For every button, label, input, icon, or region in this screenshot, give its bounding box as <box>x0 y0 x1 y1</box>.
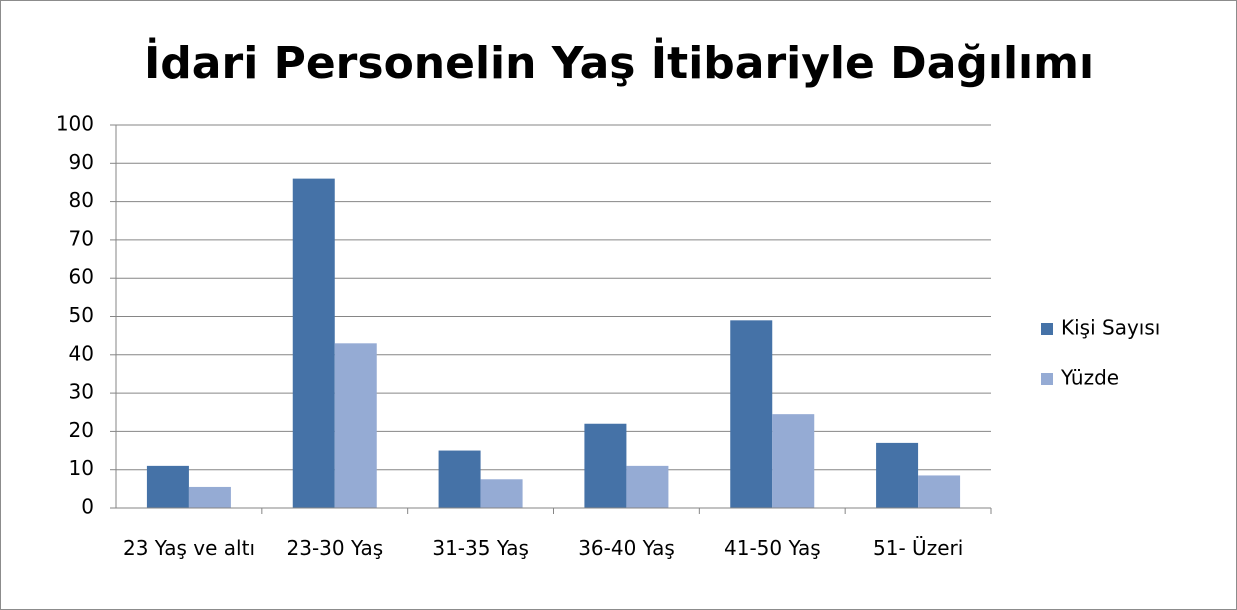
x-tick-label: 23 Yaş ve altı <box>122 536 255 560</box>
bar <box>438 450 481 508</box>
x-tick-label: 41-50 Yaş <box>724 536 821 560</box>
y-tick-label: 30 <box>69 380 94 404</box>
bar <box>292 178 335 508</box>
bar <box>876 442 919 508</box>
legend-swatch <box>1041 373 1053 385</box>
bar <box>334 343 377 508</box>
chart-title: İdari Personelin Yaş İtibariyle Dağılımı <box>144 36 1094 89</box>
x-tick-label: 51- Üzeri <box>873 536 964 560</box>
y-tick-label: 80 <box>69 188 94 212</box>
y-tick-label: 20 <box>69 418 94 442</box>
bar <box>146 465 189 508</box>
x-tick-label: 31-35 Yaş <box>432 536 529 560</box>
y-tick-label: 70 <box>69 226 94 250</box>
y-tick-label: 50 <box>69 303 94 327</box>
bar <box>730 320 773 508</box>
x-tick-label: 36-40 Yaş <box>578 536 675 560</box>
y-tick-label: 100 <box>56 112 94 136</box>
y-tick-label: 40 <box>69 341 94 365</box>
y-tick-label: 0 <box>81 495 94 519</box>
y-tick-label: 90 <box>69 150 94 174</box>
bar <box>188 486 231 508</box>
x-tick-label: 23-30 Yaş <box>286 536 384 560</box>
bar <box>918 475 961 508</box>
bar <box>626 465 669 508</box>
y-tick-label: 60 <box>69 265 94 289</box>
legend-swatch <box>1041 323 1053 335</box>
bar <box>584 423 627 508</box>
legend-label: Yüzde <box>1060 366 1119 390</box>
bar <box>480 479 523 508</box>
legend-label: Kişi Sayısı <box>1061 316 1160 340</box>
bar <box>772 414 815 508</box>
y-tick-label: 10 <box>69 456 94 480</box>
